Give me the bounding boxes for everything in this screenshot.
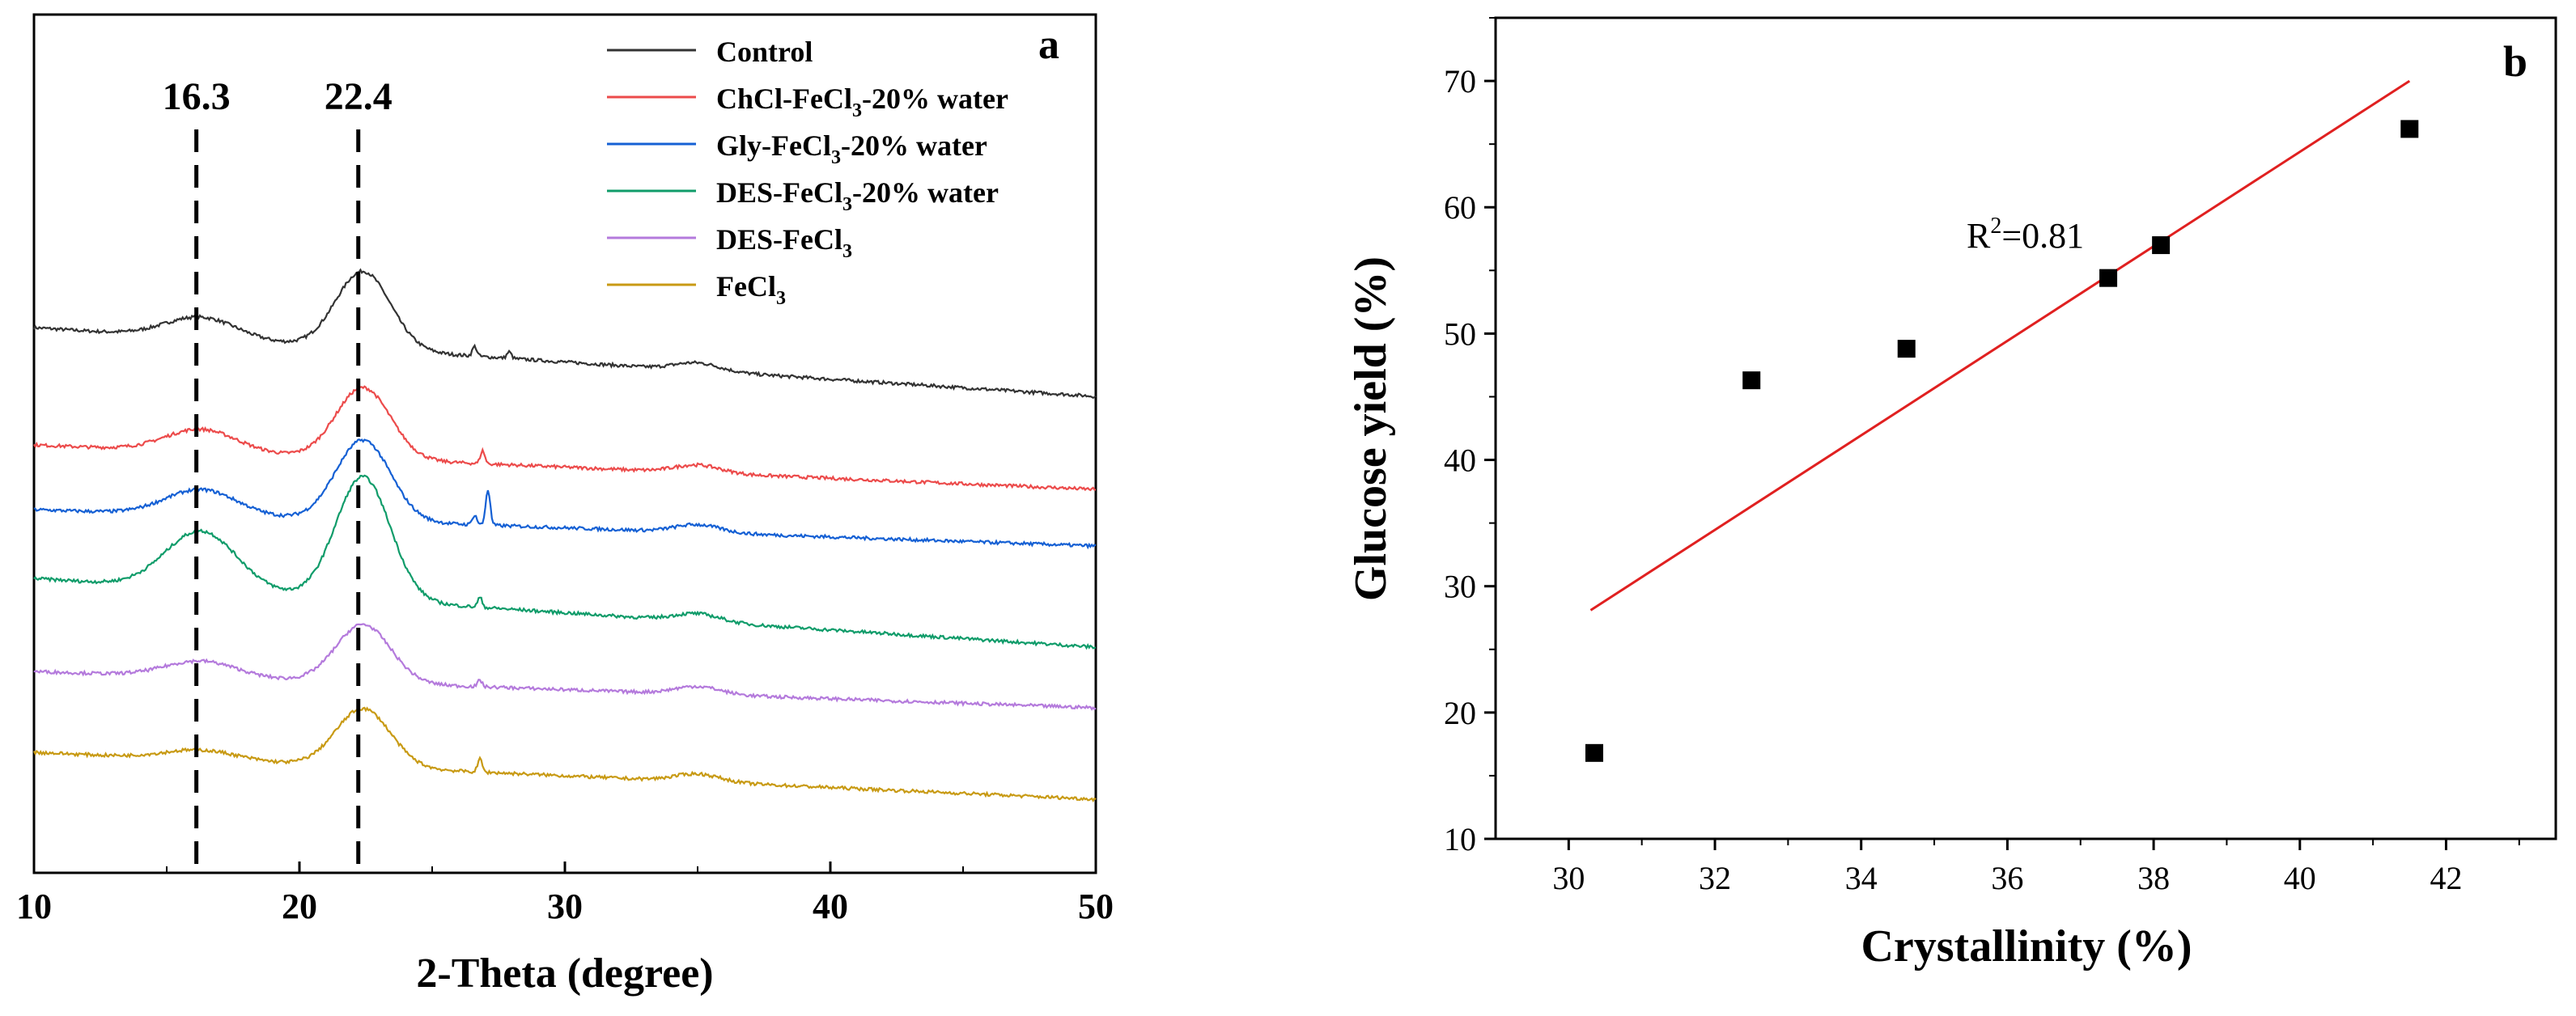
a-legend-label: FeCl3 [716, 270, 786, 309]
panel-b-x-axis-title: Crystallinity (%) [1861, 921, 2192, 972]
a-legend-label: DES-FeCl3-20% water [716, 176, 999, 215]
a-legend-label: ChCl-FeCl3-20% water [716, 83, 1008, 121]
b-x-tick-label: 34 [1845, 860, 1878, 896]
b-x-tick-label: 30 [1552, 860, 1585, 896]
a-series-line [33, 623, 1097, 711]
b-y-tick-label: 70 [1444, 63, 1476, 99]
b-x-tick-label: 32 [1699, 860, 1731, 896]
a-legend-label: Gly-FeCl3-20% water [716, 129, 987, 168]
b-y-tick-label: 50 [1444, 315, 1476, 352]
panel-b-r2-annotation: R2=0.81 [1967, 214, 2084, 256]
b-data-point [2152, 236, 2171, 255]
panel-b-y-axis-title: Glucose yield (%) [1346, 256, 1396, 601]
b-x-tick-label: 38 [2137, 860, 2170, 896]
panel-b-scatter-chart: 30 32 34 36 38 40 42 10 20 30 40 50 60 70 R2=0.81 b C… [1346, 16, 2557, 972]
panel-b-axis-ticks: 30 32 34 36 38 40 42 10 20 30 40 50 60 70 [1444, 17, 2520, 896]
b-x-tick-label: 40 [2284, 860, 2316, 896]
a-reference-label: 22.4 [325, 75, 393, 118]
b-data-point [2099, 269, 2118, 287]
b-data-point [1897, 340, 1916, 358]
panel-a-legend: Control ChCl-FeCl3-20% water Gly-FeCl3-20%… [607, 36, 1008, 309]
a-series-line [32, 268, 1097, 400]
a-series-line [33, 385, 1097, 492]
a-x-tick-label: 10 [16, 887, 52, 926]
a-reference-label: 16.3 [163, 75, 231, 118]
panel-b-data-points [1585, 120, 2419, 762]
a-x-tick-label: 30 [547, 887, 583, 926]
a-series-line [33, 438, 1097, 550]
b-y-tick-label: 30 [1444, 569, 1476, 605]
panel-a-x-axis-title: 2-Theta (degree) [416, 950, 713, 997]
panel-b-label: b [2503, 37, 2527, 86]
b-x-tick-label: 42 [2430, 860, 2462, 896]
panel-a-series-lines [32, 268, 1097, 802]
b-y-tick-label: 40 [1444, 442, 1476, 479]
panel-a-reference-lines: 16.3 22.4 [163, 75, 393, 873]
panel-b-fit-line [1589, 79, 2411, 612]
panel-a-x-ticks: 10 20 30 40 50 [16, 861, 1114, 926]
b-y-tick-label: 10 [1444, 821, 1476, 857]
b-y-tick-label: 20 [1444, 695, 1476, 731]
a-series-line [33, 474, 1097, 650]
b-data-point [2400, 120, 2419, 138]
panel-a-label: a [1038, 22, 1059, 68]
a-legend-label: DES-FeCl3 [716, 223, 852, 262]
panel-a-xrd-chart: 16.3 22.4 10 20 30 40 50 Control ChCl-FeCl3-20… [16, 13, 1114, 997]
a-x-tick-label: 20 [282, 887, 317, 926]
a-x-tick-label: 40 [813, 887, 848, 926]
b-data-point [1585, 743, 1603, 762]
a-series-line [33, 706, 1097, 802]
b-y-tick-label: 60 [1444, 189, 1476, 226]
b-data-point [1742, 371, 1761, 390]
a-legend-label: Control [716, 36, 813, 68]
panel-b-plot-frame [1494, 16, 2557, 840]
b-x-tick-label: 36 [1991, 860, 2023, 896]
a-x-tick-label: 50 [1078, 887, 1114, 926]
